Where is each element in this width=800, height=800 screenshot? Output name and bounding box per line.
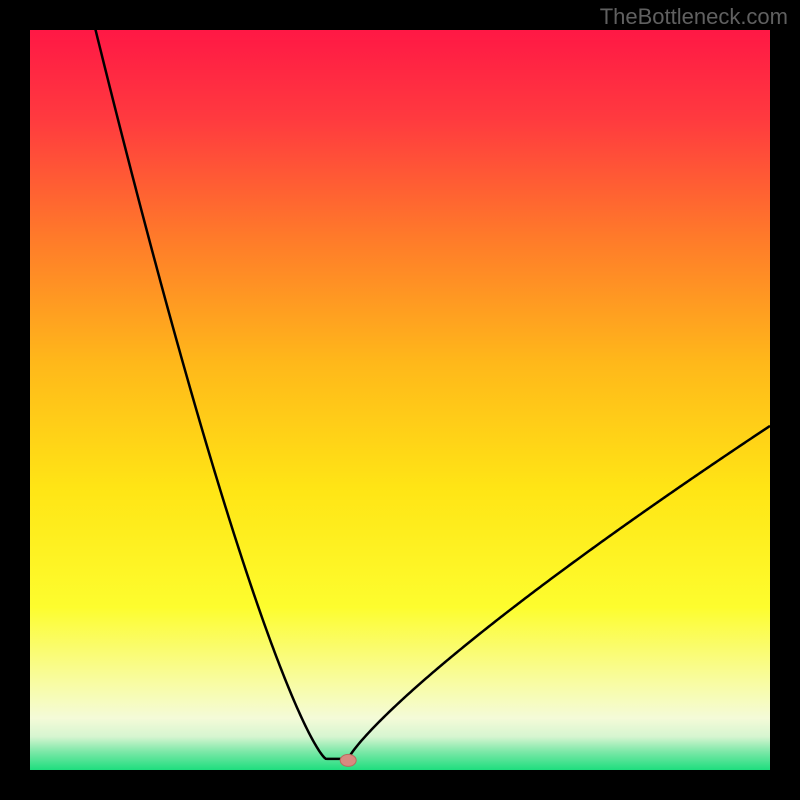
watermark-text: TheBottleneck.com <box>600 4 788 30</box>
bottleneck-chart <box>30 30 770 770</box>
optimum-marker <box>340 754 356 766</box>
chart-frame: TheBottleneck.com <box>0 0 800 800</box>
chart-background <box>30 30 770 770</box>
